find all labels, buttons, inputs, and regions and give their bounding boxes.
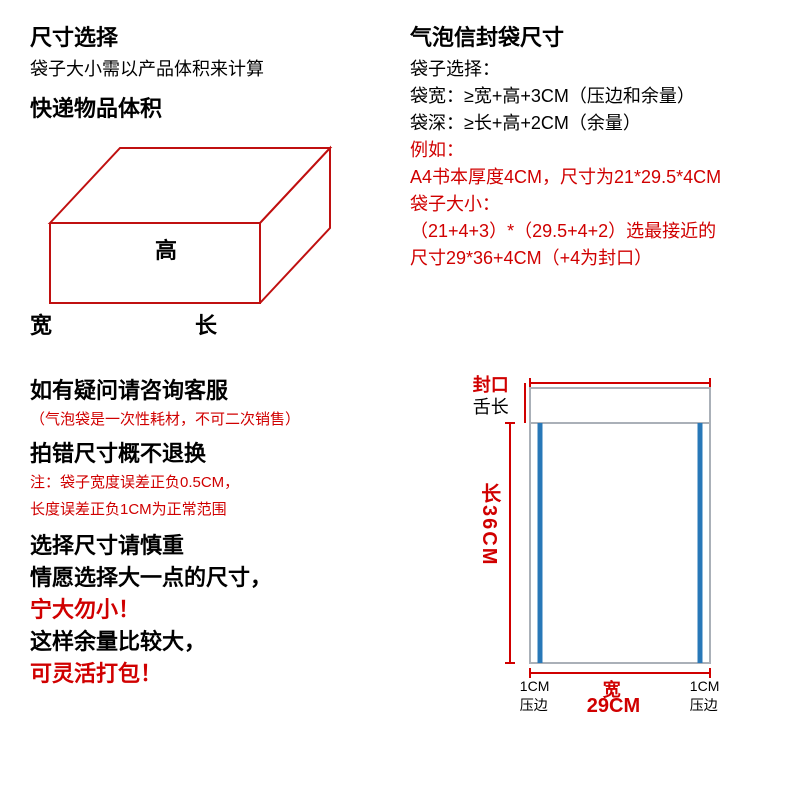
bl-b1n1: 注：袋子宽度误差正负0.5CM， xyxy=(30,472,405,493)
top-right: 气泡信封袋尺寸 袋子选择： 袋宽：≥宽+高+3CM（压边和余量） 袋深：≥长+高… xyxy=(400,20,770,333)
size-select-title: 尺寸选择 xyxy=(30,20,390,52)
bl-c2: 情愿选择大一点的尺寸， xyxy=(30,562,405,594)
tr-l2: 袋宽：≥宽+高+3CM（压边和余量） xyxy=(410,83,770,110)
tr-l4: 例如： xyxy=(410,137,770,164)
env-tongue-label: 舌长 xyxy=(473,393,509,419)
tr-l3: 袋深：≥长+高+2CM（余量） xyxy=(410,110,770,137)
box-label-length: 长 xyxy=(195,308,217,340)
bottom-left: 如有疑问请咨询客服 （气泡袋是一次性耗材，不可二次销售） 拍错尺寸概不退换 注：… xyxy=(30,373,415,713)
bl-qnote: （气泡袋是一次性耗材，不可二次销售） xyxy=(30,409,405,430)
env-edge2-lbl: 压边 xyxy=(690,695,718,715)
bl-c4: 这样余量比较大， xyxy=(30,626,405,658)
bl-c5: 可灵活打包！ xyxy=(30,658,405,690)
bottom-right: 封口 舌长 长36CM 1CM 压边 宽 29CM 1CM 压边 xyxy=(415,373,770,713)
box-3d-svg xyxy=(30,133,350,333)
box-3d-diagram: 高 宽 长 xyxy=(30,133,350,333)
box-label-width: 宽 xyxy=(30,308,52,340)
volume-title: 快递物品体积 xyxy=(30,91,390,123)
bl-q: 如有疑问请咨询客服 xyxy=(30,373,405,405)
envelope-diagram: 封口 舌长 长36CM 1CM 压边 宽 29CM 1CM 压边 xyxy=(415,373,735,713)
bl-c1: 选择尺寸请慎重 xyxy=(30,530,405,562)
tr-l5: A4书本厚度4CM，尺寸为21*29.5*4CM xyxy=(410,164,770,191)
envelope-svg xyxy=(415,373,735,713)
bl-c3: 宁大勿小！ xyxy=(30,594,405,626)
env-length-label: 长36CM xyxy=(475,483,504,566)
env-width-val: 29CM xyxy=(587,695,640,718)
bl-b1: 拍错尺寸概不退换 xyxy=(30,436,405,468)
env-edge1-cm: 1CM xyxy=(520,678,550,694)
env-edge1-lbl: 压边 xyxy=(520,695,548,715)
top-row: 尺寸选择 袋子大小需以产品体积来计算 快递物品体积 高 宽 长 气泡信封袋尺寸 … xyxy=(30,20,770,333)
tr-l6: 袋子大小： xyxy=(410,191,770,218)
tr-l8: 尺寸29*36+4CM（+4为封口） xyxy=(410,245,770,272)
box-label-height: 高 xyxy=(155,233,177,265)
bottom-row: 如有疑问请咨询客服 （气泡袋是一次性耗材，不可二次销售） 拍错尺寸概不退换 注：… xyxy=(30,373,770,713)
tr-l7: （21+4+3）*（29.5+4+2）选最接近的 xyxy=(410,218,770,245)
bubble-title: 气泡信封袋尺寸 xyxy=(410,20,770,52)
top-left: 尺寸选择 袋子大小需以产品体积来计算 快递物品体积 高 宽 长 xyxy=(30,20,400,333)
size-select-sub: 袋子大小需以产品体积来计算 xyxy=(30,56,390,83)
bl-b1n2: 长度误差正负1CM为正常范围 xyxy=(30,499,405,520)
tr-l1: 袋子选择： xyxy=(410,56,770,83)
env-edge2-cm: 1CM xyxy=(690,678,720,694)
